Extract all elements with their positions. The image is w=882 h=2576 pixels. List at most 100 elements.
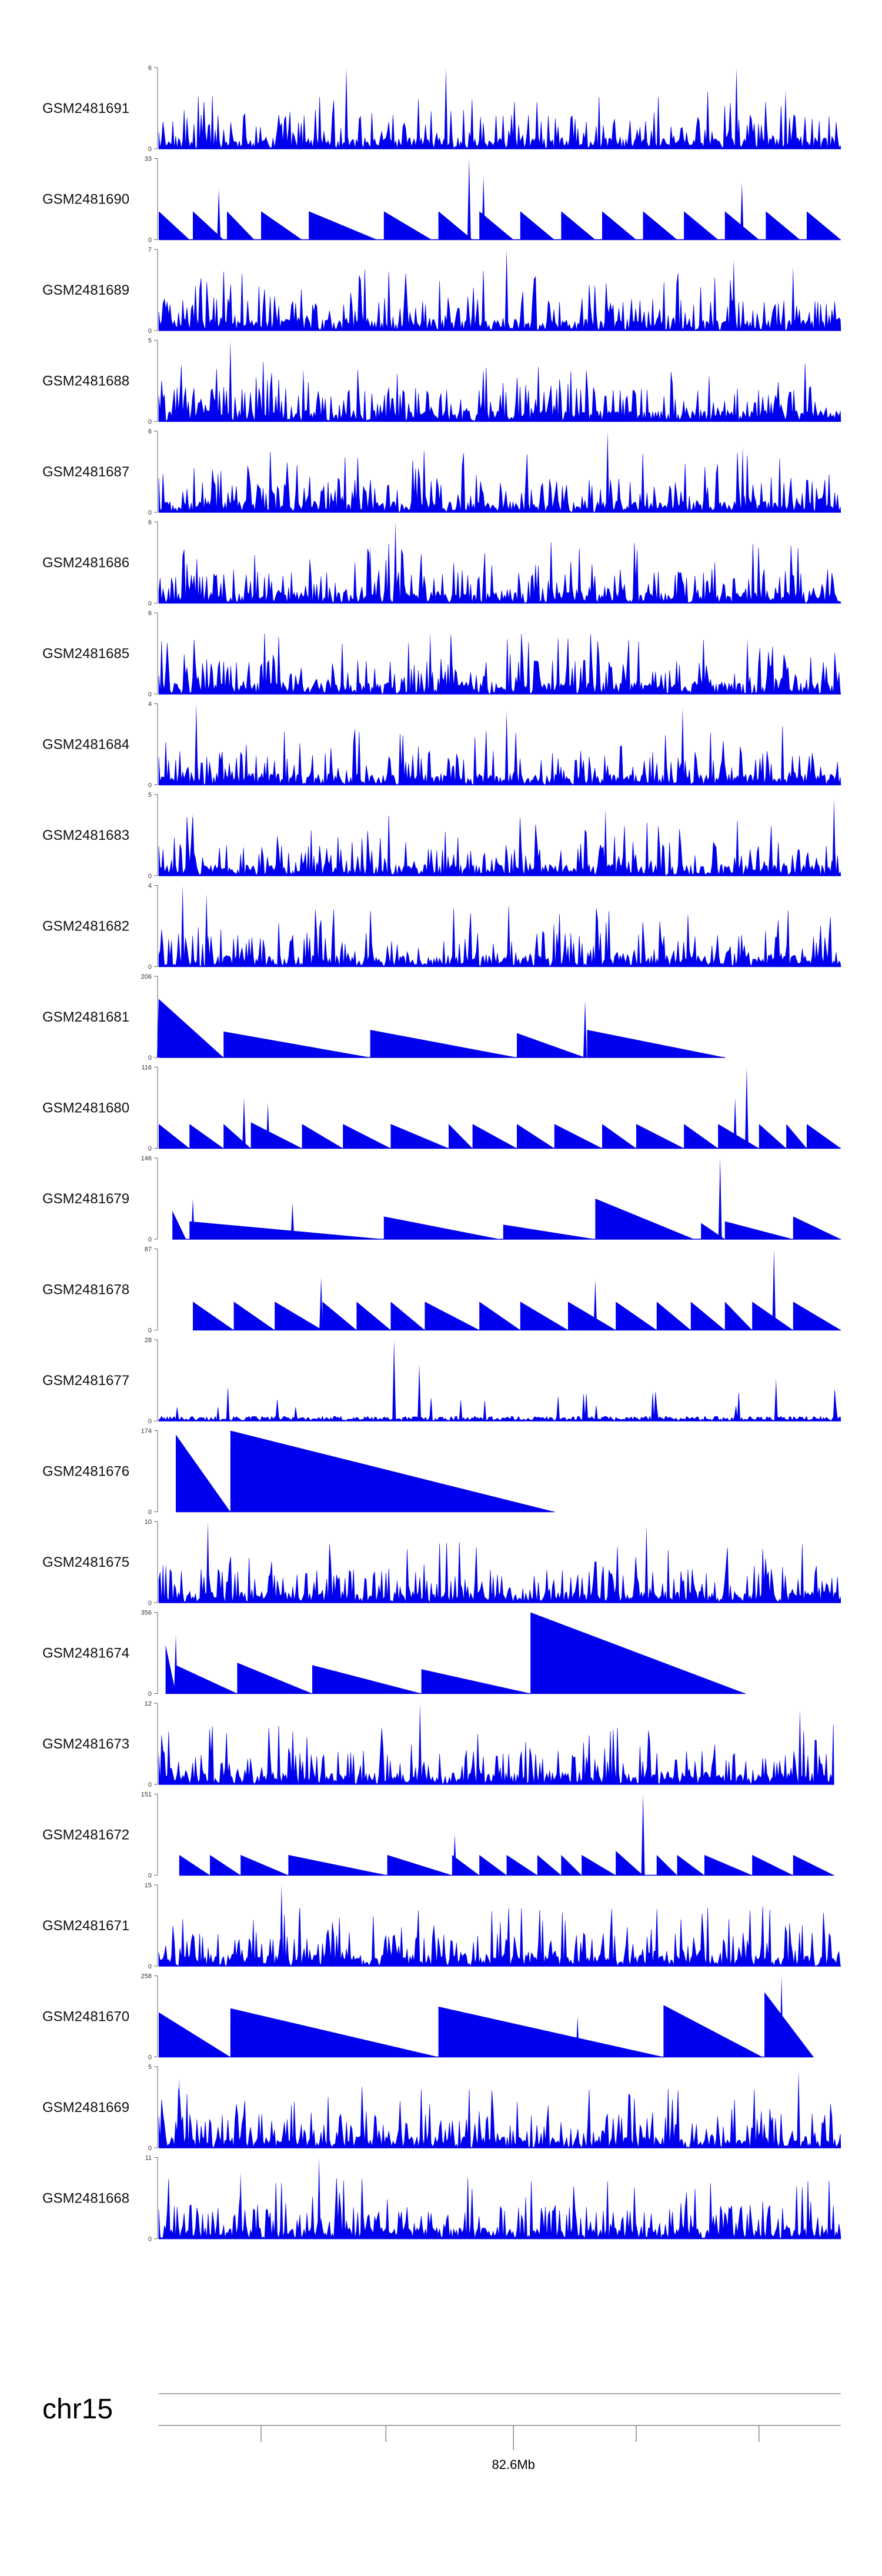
axis-ticks: 82.6Mb (260, 2425, 760, 2472)
signal-peak (568, 1302, 616, 1330)
signal-peak (176, 1434, 230, 1512)
signal-peak (677, 1855, 704, 1876)
chromosome-label: chr15 (42, 2394, 113, 2425)
y-min-label: 0 (148, 1055, 152, 1062)
signal-peak (250, 1122, 302, 1149)
track-GSM2481669: GSM2481669 5 0 (42, 2064, 841, 2152)
track-GSM2481688: GSM2481688 5 0 (42, 338, 841, 426)
track-GSM2481673: GSM2481673 12 0 (42, 1700, 834, 1788)
track-GSM2481682: GSM2481682 4 0 (42, 883, 841, 971)
track-GSM2481671: GSM2481671 15 0 (42, 1882, 841, 1970)
y-max-label: 6 (148, 65, 152, 72)
signal-peak (616, 1851, 643, 1876)
signal-spike (606, 431, 610, 512)
signal-peak (517, 1033, 585, 1057)
signal-spike (583, 1000, 587, 1057)
signal-peak (390, 1124, 449, 1149)
signal-peak (176, 1665, 238, 1694)
track-GSM2481674: GSM2481674 356 0 (42, 1610, 746, 1698)
signal-peak (602, 1124, 636, 1149)
signal-spike (266, 1103, 270, 1149)
signal-peak (561, 1855, 582, 1876)
signal-spike (774, 1379, 778, 1421)
signal-peak (520, 1302, 568, 1330)
y-min-label: 0 (148, 1146, 152, 1153)
signal-peak (425, 1302, 480, 1330)
y-max-label: 4 (148, 883, 152, 890)
signal-peak (159, 211, 190, 240)
track-label: GSM2481689 (42, 282, 129, 298)
track-GSM2481676: GSM2481676 174 0 (42, 1428, 554, 1516)
signal-spike (279, 1885, 283, 1966)
signal-peak (561, 211, 596, 240)
signal-peak (690, 1302, 725, 1330)
signal-peak (237, 1663, 312, 1694)
signal-peak (663, 2005, 763, 2057)
signal-peak (189, 1221, 384, 1239)
signal-peak (230, 2008, 439, 2057)
y-min-label: 0 (148, 1327, 152, 1334)
signal-peak (288, 1855, 387, 1876)
signal-spike (731, 259, 736, 331)
signal-peak (193, 211, 224, 240)
signal-spike (194, 703, 198, 785)
signal-peak (684, 211, 719, 240)
signal-area (158, 1724, 834, 1785)
signal-spike (644, 1525, 649, 1603)
signal-area (158, 906, 841, 967)
track-GSM2481675: GSM2481675 10 0 (42, 1519, 841, 1607)
signal-peak (159, 1124, 190, 1149)
track-label: GSM2481679 (42, 1191, 129, 1207)
signal-spike (228, 340, 232, 422)
y-max-label: 28 (145, 1337, 152, 1344)
y-max-label: 6 (148, 428, 152, 435)
signal-peak (595, 1199, 694, 1239)
signal-peak (602, 211, 636, 240)
signal-peak (718, 1124, 759, 1149)
track-label: GSM2481687 (42, 464, 129, 480)
track-label: GSM2481668 (42, 2191, 129, 2207)
signal-spike (181, 885, 185, 967)
signal-peak (449, 1124, 473, 1149)
signal-spike (334, 1669, 338, 1694)
track-GSM2481686: GSM2481686 6 0 (42, 519, 841, 608)
y-max-label: 87 (145, 1246, 152, 1253)
signal-peak (370, 1030, 517, 1057)
signal-spike (603, 809, 607, 876)
signal-spike (368, 546, 372, 603)
track-label: GSM2481676 (42, 1464, 129, 1480)
signal-peak (752, 1855, 793, 1876)
y-min-label: 0 (148, 1873, 152, 1880)
signal-peak (452, 1855, 480, 1876)
y-min-label: 0 (148, 1418, 152, 1425)
y-min-label: 0 (148, 1509, 152, 1516)
signal-area (158, 1388, 841, 1422)
signal-spike (741, 447, 744, 512)
signal-spike (417, 1364, 422, 1421)
y-min-label: 0 (148, 237, 152, 244)
signal-peak (261, 211, 302, 240)
signal-peak (793, 1302, 841, 1330)
y-max-label: 5 (148, 2064, 152, 2071)
y-max-label: 151 (141, 1791, 152, 1798)
signal-peak (383, 211, 432, 240)
signal-peak (227, 211, 255, 240)
y-max-label: 5 (148, 792, 152, 799)
axis-position-label: 82.6Mb (492, 2457, 535, 2472)
track-label: GSM2481674 (42, 1646, 129, 1661)
y-max-label: 356 (141, 1610, 152, 1617)
signal-peak (724, 1302, 753, 1330)
signal-spike (467, 158, 471, 240)
signal-area (158, 633, 841, 695)
signal-spike (784, 90, 787, 149)
signal-peak (656, 1302, 691, 1330)
signal-peak (807, 211, 841, 240)
signal-peak (520, 211, 554, 240)
signal-peak (766, 211, 800, 240)
signal-peak (223, 1031, 370, 1057)
y-max-label: 12 (145, 1700, 152, 1707)
genome-axis: chr15 82.6Mb (42, 2393, 841, 2472)
signal-spike (680, 708, 684, 785)
signal-area (158, 1542, 841, 1604)
signal-spike (734, 68, 739, 149)
